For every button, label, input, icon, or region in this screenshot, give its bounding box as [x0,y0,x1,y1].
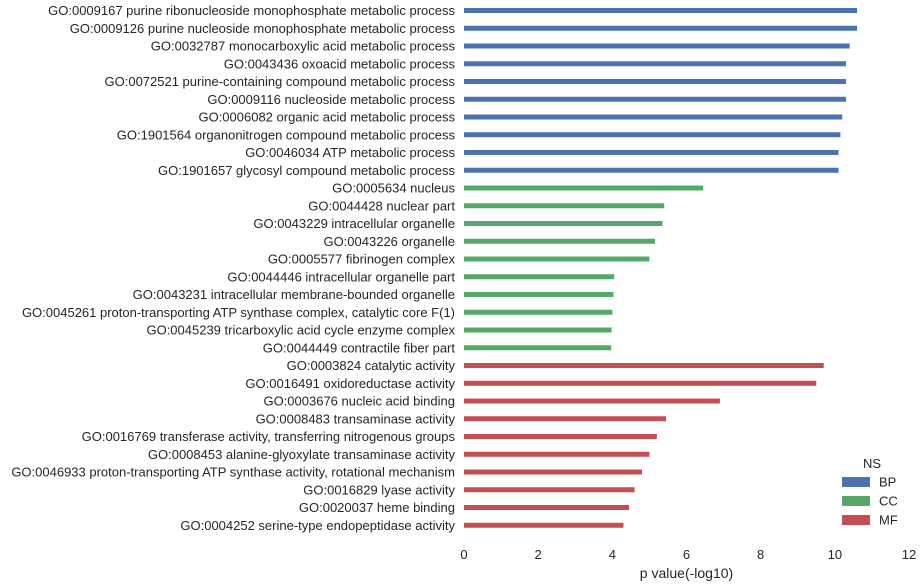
category-label: GO:0043226 organelle [323,234,455,249]
category-label: GO:0016491 oxidoreductase activity [245,376,455,391]
x-axis-label: p value(-log10) [640,565,733,581]
category-label: GO:0046933 proton-transporting ATP synth… [11,465,455,480]
category-label: GO:0009116 nucleoside metabolic process [207,92,455,107]
bars-group [464,8,858,528]
bar-mf-7 [464,487,635,493]
category-label: GO:0044446 intracellular organelle part [227,269,455,284]
category-label: GO:0016769 transferase activity, transfe… [82,429,456,444]
legend-swatch-bp [842,477,870,487]
bar-cc-4 [464,256,650,262]
category-label: GO:0006082 organic acid metabolic proces… [198,110,455,125]
category-label: GO:1901657 glycosyl compound metabolic p… [158,163,455,178]
category-label: GO:0045239 tricarboxylic acid cycle enzy… [146,323,455,338]
category-label: GO:0044428 nuclear part [308,198,455,213]
bar-cc-9 [464,345,612,351]
x-tick-label: 8 [757,547,764,562]
bar-bp-0 [464,8,858,13]
category-label: GO:0043231 intracellular membrane-bounde… [133,287,455,302]
bar-mf-2 [464,398,720,404]
category-label: GO:0009126 purine nucleoside monophospha… [70,21,456,36]
bar-bp-5 [464,96,846,102]
legend: NS BP CC MF [842,456,898,528]
category-label: GO:0045261 proton-transporting ATP synth… [22,305,455,320]
legend-title: NS [863,456,881,471]
legend-label-bp: BP [879,475,896,490]
bar-bp-6 [464,114,843,120]
bar-cc-1 [464,203,665,209]
bar-mf-3 [464,416,667,422]
category-label: GO:0072521 purine-containing compound me… [105,74,456,89]
category-labels-group: GO:0009167 purine ribonucleoside monopho… [11,3,455,533]
bar-cc-5 [464,274,615,280]
bar-bp-3 [464,61,846,67]
bar-bp-7 [464,132,841,138]
x-tick-label: 4 [609,547,616,562]
x-axis-ticks-group: 0 2 4 6 8 10 12 [460,547,916,562]
bar-cc-0 [464,185,704,191]
bar-mf-1 [464,380,817,386]
category-label: GO:0003824 catalytic activity [287,358,456,373]
bar-cc-3 [464,238,655,244]
category-label: GO:0043229 intracellular organelle [253,216,455,231]
category-label: GO:0046034 ATP metabolic process [245,145,455,160]
bar-mf-8 [464,505,630,510]
x-tick-label: 10 [828,547,842,562]
bar-bp-9 [464,167,839,173]
category-label: GO:0003676 nucleic acid binding [263,394,455,409]
bar-cc-7 [464,309,613,315]
category-label: GO:0016829 lyase activity [303,482,455,497]
category-label: GO:0004252 serine-type endopeptidase act… [180,518,455,533]
category-label: GO:0044449 contractile fiber part [263,340,456,355]
bar-mf-0 [464,363,824,368]
bar-mf-6 [464,469,642,475]
x-tick-label: 0 [460,547,467,562]
bar-bp-4 [464,79,846,84]
bar-cc-6 [464,292,614,297]
bar-bp-8 [464,150,839,155]
bar-cc-2 [464,221,663,226]
category-label: GO:0008483 transaminase activity [256,411,456,426]
bar-cc-8 [464,327,612,333]
legend-swatch-mf [842,515,870,525]
category-label: GO:0020037 heme binding [299,500,455,515]
x-tick-label: 12 [902,547,916,562]
bar-bp-1 [464,25,858,31]
bar-bp-2 [464,43,850,49]
category-label: GO:0008453 alanine-glyoxylate transamina… [148,447,456,462]
bar-mf-9 [464,522,624,528]
legend-swatch-cc [842,496,870,506]
bar-mf-4 [464,434,657,439]
x-tick-label: 6 [683,547,690,562]
category-label: GO:0032787 monocarboxylic acid metabolic… [151,39,456,54]
category-label: GO:0005634 nucleus [332,181,455,196]
category-label: GO:0005577 fibrinogen complex [268,252,456,267]
category-label: GO:0043436 oxoacid metabolic process [224,56,456,71]
legend-label-mf: MF [879,513,898,528]
category-label: GO:1901564 organonitrogen compound metab… [117,127,456,142]
bar-mf-5 [464,451,650,457]
x-tick-label: 2 [535,547,542,562]
legend-label-cc: CC [879,494,898,509]
category-label: GO:0009167 purine ribonucleoside monopho… [48,3,455,18]
